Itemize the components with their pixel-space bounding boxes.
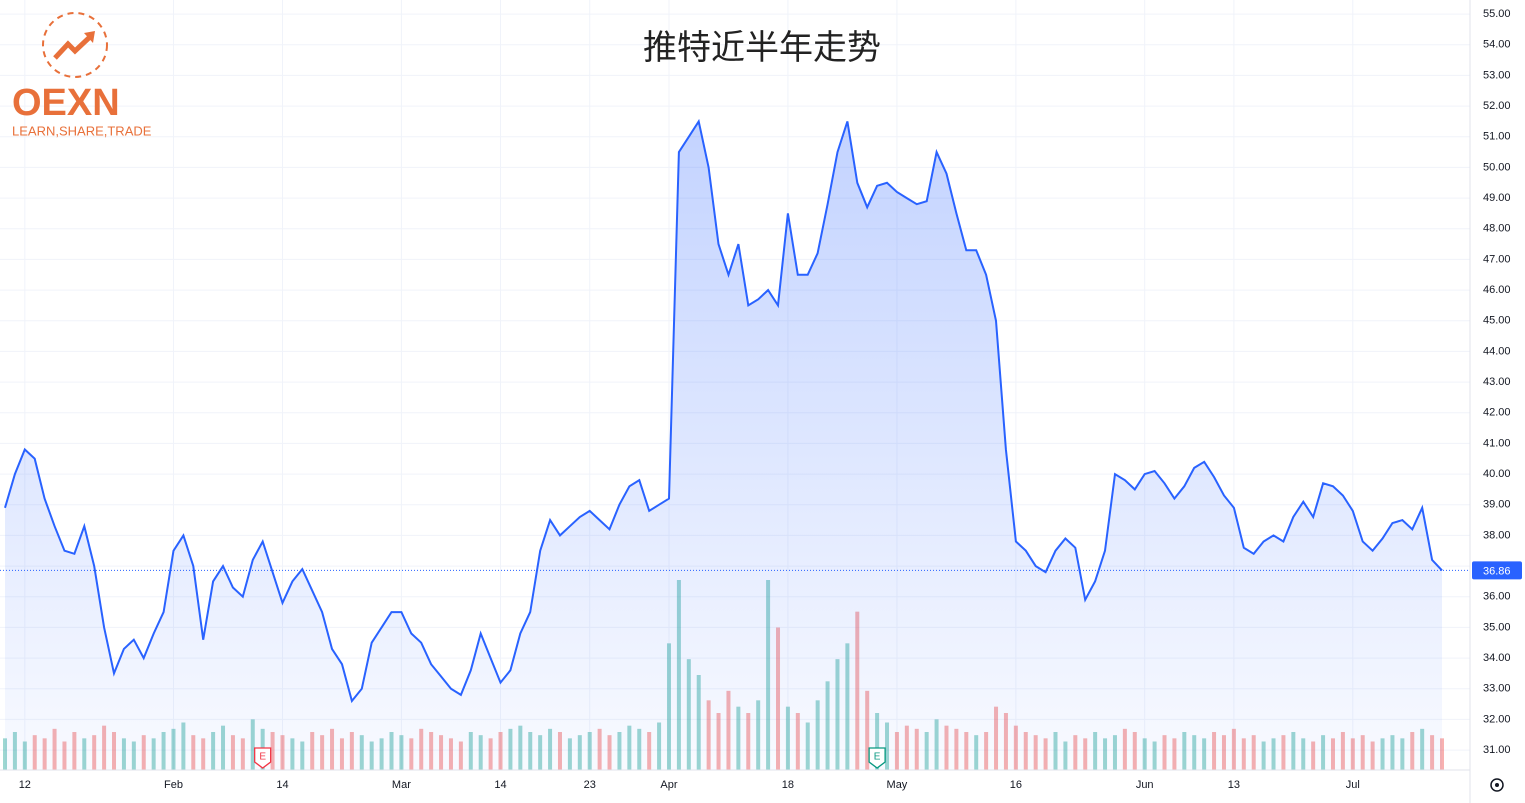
chart-title: 推特近半年走势 <box>643 29 881 67</box>
event-marker <box>254 747 272 769</box>
y-tick-label: 32.00 <box>1483 713 1511 725</box>
event-label: E <box>259 752 266 763</box>
y-tick-label: 44.00 <box>1483 345 1511 357</box>
event-label: E <box>874 752 881 763</box>
y-tick-label: 43.00 <box>1483 376 1511 388</box>
y-tick-label: 40.00 <box>1483 468 1511 480</box>
x-tick-label: 16 <box>1010 779 1022 791</box>
y-tick-label: 34.00 <box>1483 652 1511 664</box>
x-tick-label: 14 <box>494 779 506 791</box>
y-tick-label: 42.00 <box>1483 407 1511 419</box>
y-tick-label: 52.00 <box>1483 100 1511 112</box>
x-tick-label: 12 <box>19 779 31 791</box>
logo-arrowhead <box>84 31 95 43</box>
logo-ring <box>42 12 108 78</box>
last-value-box <box>1472 561 1522 580</box>
settings-icon[interactable] <box>1490 778 1504 792</box>
x-tick-label: 23 <box>584 779 596 791</box>
y-tick-label: 39.00 <box>1483 499 1511 511</box>
x-tick-label: May <box>887 779 908 791</box>
logo: OEXN LEARN,SHARE,TRADE <box>12 12 152 138</box>
logo-arrow <box>53 33 94 60</box>
price-line <box>4 118 1443 704</box>
y-tick-label: 50.00 <box>1483 161 1511 173</box>
x-tick-label: 13 <box>1228 779 1240 791</box>
y-tick-label: 48.00 <box>1483 223 1511 235</box>
y-tick-label: 47.00 <box>1483 253 1511 265</box>
y-tick-label: 55.00 <box>1483 8 1511 20</box>
x-tick-label: Feb <box>164 779 183 791</box>
y-tick-label: 51.00 <box>1483 131 1511 143</box>
y-tick-label: 53.00 <box>1483 69 1511 81</box>
area-fill <box>5 121 1442 770</box>
x-tick-label: Jul <box>1346 779 1360 791</box>
y-tick-label: 45.00 <box>1483 315 1511 327</box>
y-tick-label: 46.00 <box>1483 284 1511 296</box>
logo-tagline: LEARN,SHARE,TRADE <box>12 123 152 138</box>
y-tick-label: 33.00 <box>1483 683 1511 695</box>
last-value-label: 36.86 <box>1483 565 1511 577</box>
event-marker <box>868 747 886 769</box>
x-tick-label: Jun <box>1136 779 1154 791</box>
x-tick-label: Apr <box>660 779 677 791</box>
x-tick-label: 14 <box>276 779 288 791</box>
y-tick-label: 41.00 <box>1483 437 1511 449</box>
y-tick-label: 36.00 <box>1483 591 1511 603</box>
y-tick-label: 35.00 <box>1483 621 1511 633</box>
y-tick-label: 31.00 <box>1483 744 1511 756</box>
x-tick-label: Mar <box>392 779 411 791</box>
y-tick-label: 38.00 <box>1483 529 1511 541</box>
logo-name: OEXN <box>12 82 120 124</box>
y-tick-label: 54.00 <box>1483 39 1511 51</box>
x-tick-label: 18 <box>782 779 794 791</box>
y-tick-label: 49.00 <box>1483 192 1511 204</box>
